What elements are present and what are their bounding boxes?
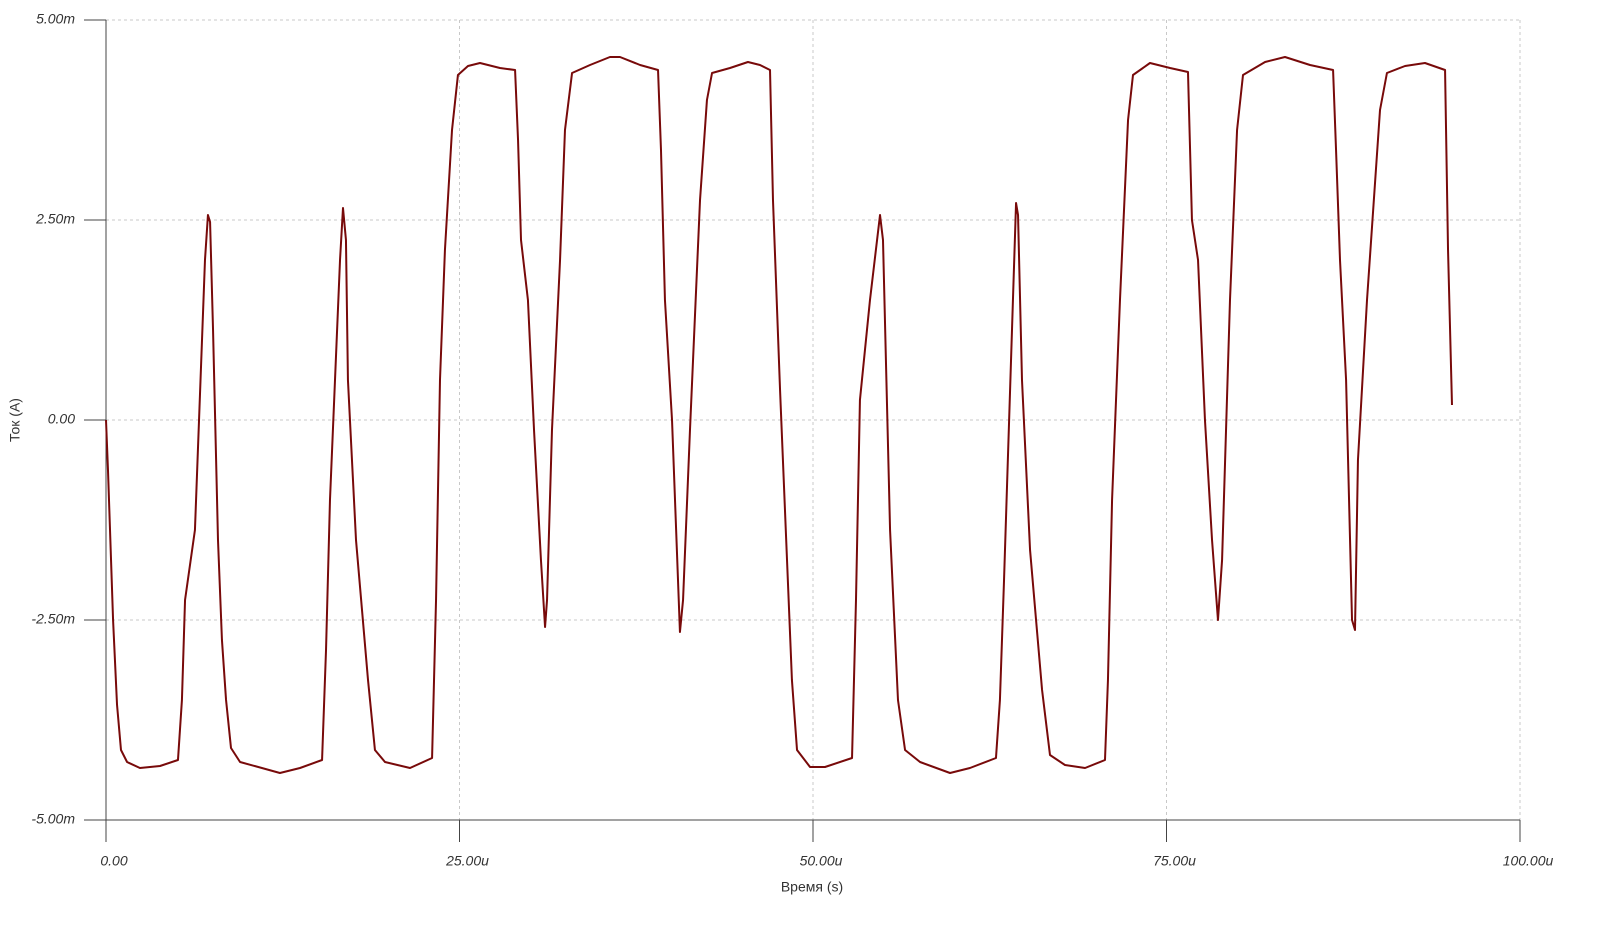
x-axis-label: Время (s) xyxy=(781,879,843,895)
x-tick-label: 50.00u xyxy=(800,853,843,869)
y-tick-label: -2.50m xyxy=(31,611,75,627)
y-tick-label: 0.00 xyxy=(48,411,75,427)
x-tick-label: 100.00u xyxy=(1503,853,1554,869)
y-axis-label: Ток (A) xyxy=(7,398,23,442)
y-tick-label: 2.50m xyxy=(35,211,75,227)
x-tick-label: 0.00 xyxy=(100,853,127,869)
x-tick-label: 25.00u xyxy=(445,853,489,869)
data-line xyxy=(105,56,1453,774)
x-tick-label: 75.00u xyxy=(1153,853,1196,869)
y-tick-label: 5.00m xyxy=(36,11,75,27)
y-tick-label: -5.00m xyxy=(31,811,75,827)
